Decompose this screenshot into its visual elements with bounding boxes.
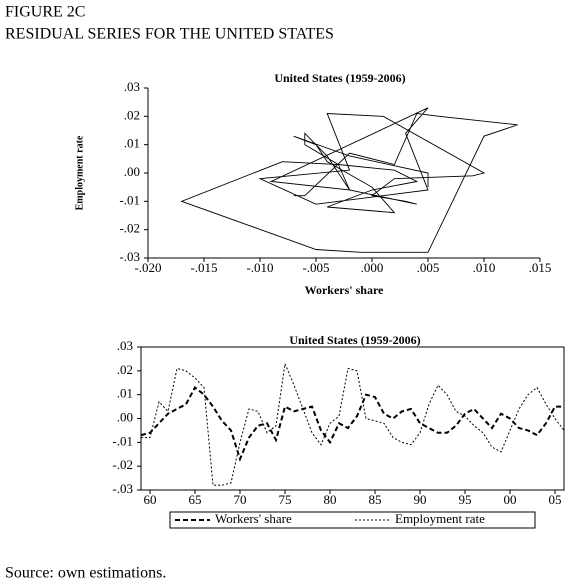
x-tick-label: 70	[234, 492, 247, 507]
y-tick-label: -.03	[112, 481, 133, 496]
x-tick-label: .015	[529, 260, 552, 275]
y-tick-label: -.02	[119, 221, 140, 236]
y-tick-label: .02	[124, 107, 140, 122]
x-tick-label: 60	[144, 492, 157, 507]
series-line	[141, 361, 565, 486]
x-tick-label: -.005	[302, 260, 329, 275]
y-tick-label: .01	[124, 136, 140, 151]
y-tick-label: -.01	[112, 433, 133, 448]
y-axis-label: Employment rate	[74, 135, 85, 210]
x-tick-label: 75	[279, 492, 292, 507]
series-line	[140, 385, 564, 462]
x-tick-label: 80	[324, 492, 337, 507]
x-tick-label: 85	[369, 492, 382, 507]
figure-title: RESIDUAL SERIES FOR THE UNITED STATES	[5, 26, 334, 43]
connected-line	[180, 107, 518, 253]
x-tick-label: .005	[417, 260, 440, 275]
legend-label: Employment rate	[395, 511, 485, 526]
y-tick-label: .00	[124, 164, 140, 179]
legend-box	[169, 511, 536, 529]
y-tick-label: .03	[124, 79, 140, 94]
x-axis-label: Workers' share	[305, 283, 384, 297]
y-tick-label: .02	[117, 362, 133, 377]
y-tick-label: .03	[117, 338, 133, 353]
y-tick-label: -.03	[119, 249, 140, 264]
x-tick-label: 65	[189, 492, 202, 507]
plot-frame	[140, 346, 565, 491]
y-tick-label: -.01	[119, 192, 140, 207]
figure-label: FIGURE 2C	[5, 4, 85, 21]
x-tick-label: .010	[473, 260, 496, 275]
x-tick-label: -.010	[246, 260, 273, 275]
legend-label: Workers' share	[215, 511, 292, 526]
y-tick-label: .01	[117, 386, 133, 401]
chart-title: United States (1959-2006)	[274, 71, 405, 85]
chart-title: United States (1959-2006)	[289, 333, 420, 347]
x-tick-label: 90	[414, 492, 427, 507]
x-tick-label: -.015	[190, 260, 217, 275]
y-tick-label: .00	[117, 409, 133, 424]
x-tick-label: -.020	[134, 260, 161, 275]
x-tick-label: 95	[459, 492, 472, 507]
plot-frame	[148, 88, 540, 258]
x-tick-label: 05	[549, 492, 562, 507]
source-note: Source: own estimations.	[5, 565, 166, 582]
y-tick-label: -.02	[112, 457, 133, 472]
x-tick-label: .000	[361, 260, 384, 275]
x-tick-label: 00	[504, 492, 517, 507]
